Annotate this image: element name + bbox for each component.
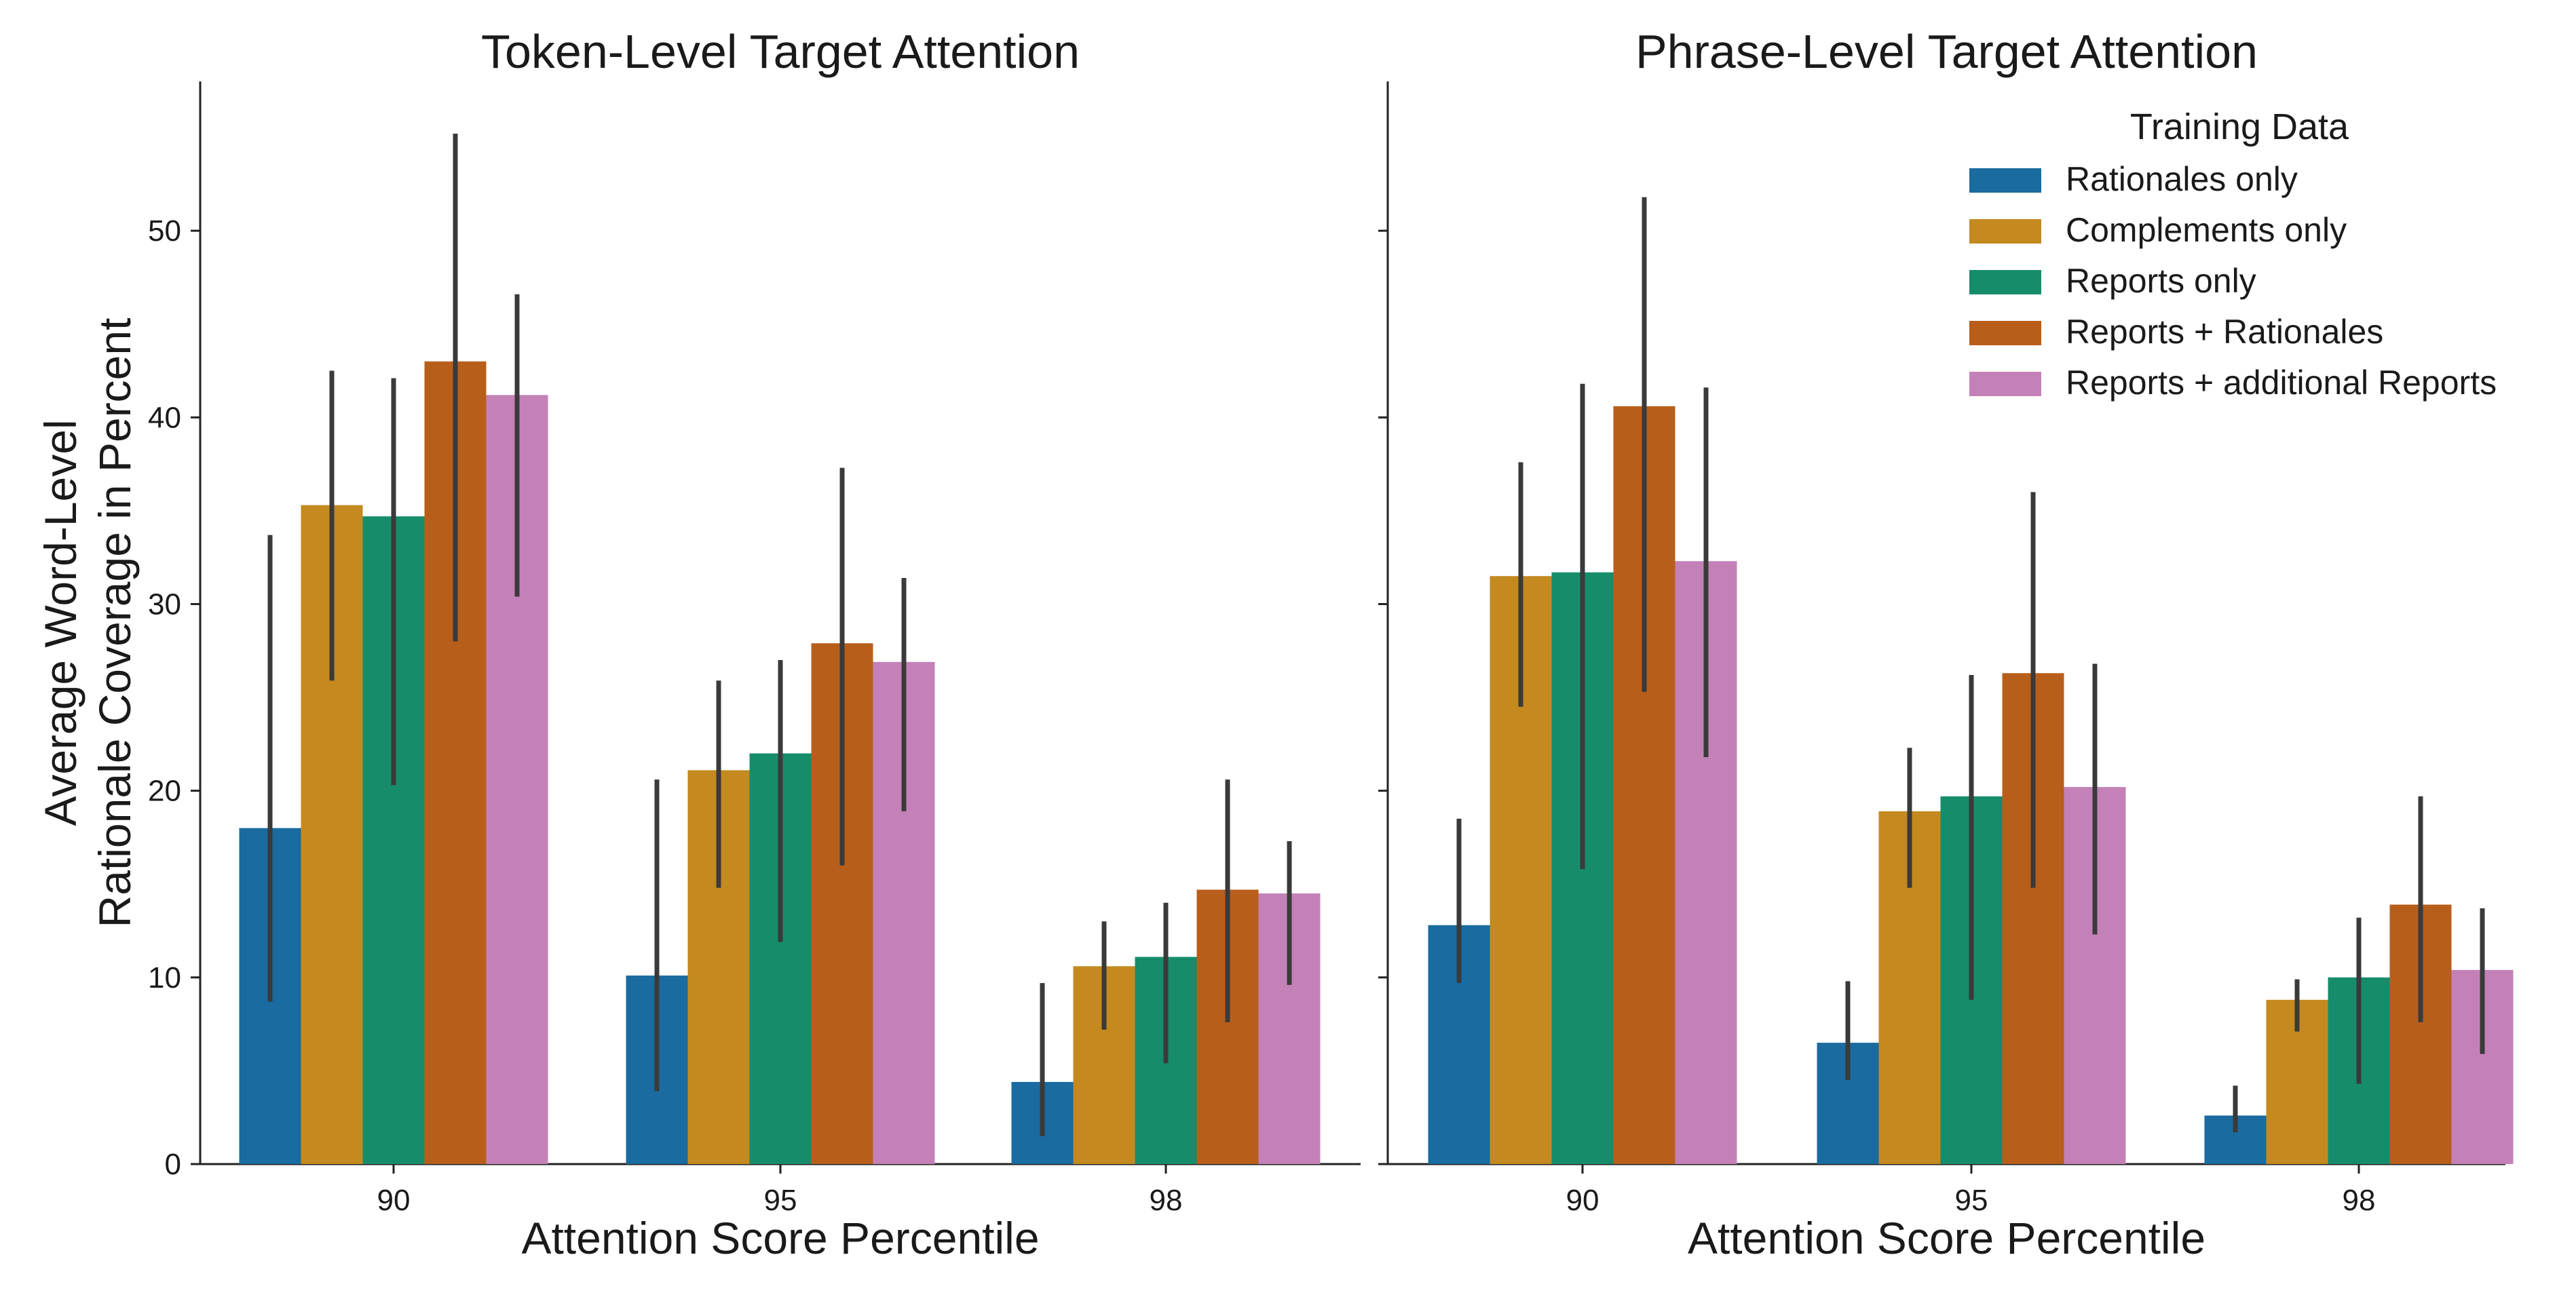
legend-swatch bbox=[1969, 168, 2041, 193]
y-tick-label: 20 bbox=[148, 775, 181, 808]
panel-1: Token-Level Target Attention 0 10 20 30 40 50 9… bbox=[35, 25, 1361, 1263]
panel-2: Phrase-Level Target Attention 90 95 98 Atten… bbox=[1378, 25, 2514, 1263]
chart-title: Token-Level Target Attention bbox=[481, 25, 1080, 78]
x-tick-label: 95 bbox=[764, 1184, 797, 1217]
x-tick-label: 98 bbox=[2343, 1184, 2376, 1217]
y-tick-label: 10 bbox=[148, 961, 181, 994]
y-tick-label: 40 bbox=[148, 401, 181, 434]
legend-label: Rationales only bbox=[2066, 160, 2298, 198]
x-tick-label: 98 bbox=[1150, 1184, 1183, 1217]
y-tick-label: 50 bbox=[148, 214, 181, 248]
legend: Training Data Rationales only Complements … bbox=[1969, 107, 2497, 402]
x-axis-label: Attention Score Percentile bbox=[521, 1213, 1039, 1263]
chart-title: Phrase-Level Target Attention bbox=[1635, 25, 2258, 78]
legend-label: Reports + additional Reports bbox=[2066, 364, 2497, 402]
legend-title: Training Data bbox=[2130, 107, 2349, 147]
legend-swatch bbox=[1969, 219, 2041, 244]
x-tick-label: 95 bbox=[1955, 1184, 1988, 1217]
legend-swatch bbox=[1969, 372, 2041, 396]
y-tick-label: 0 bbox=[165, 1148, 181, 1181]
x-tick-label: 90 bbox=[1566, 1184, 1599, 1217]
legend-swatch bbox=[1969, 270, 2041, 294]
legend-label: Reports only bbox=[2066, 262, 2256, 300]
legend-label: Complements only bbox=[2066, 211, 2347, 249]
x-tick-label: 90 bbox=[377, 1184, 411, 1217]
x-axis-label: Attention Score Percentile bbox=[1688, 1213, 2205, 1263]
y-axis-label: Average Word-LevelRationale Coverage in … bbox=[35, 318, 140, 928]
legend-swatch bbox=[1969, 321, 2041, 345]
y-tick-label: 30 bbox=[148, 587, 181, 621]
legend-label: Reports + Rationales bbox=[2066, 313, 2383, 351]
